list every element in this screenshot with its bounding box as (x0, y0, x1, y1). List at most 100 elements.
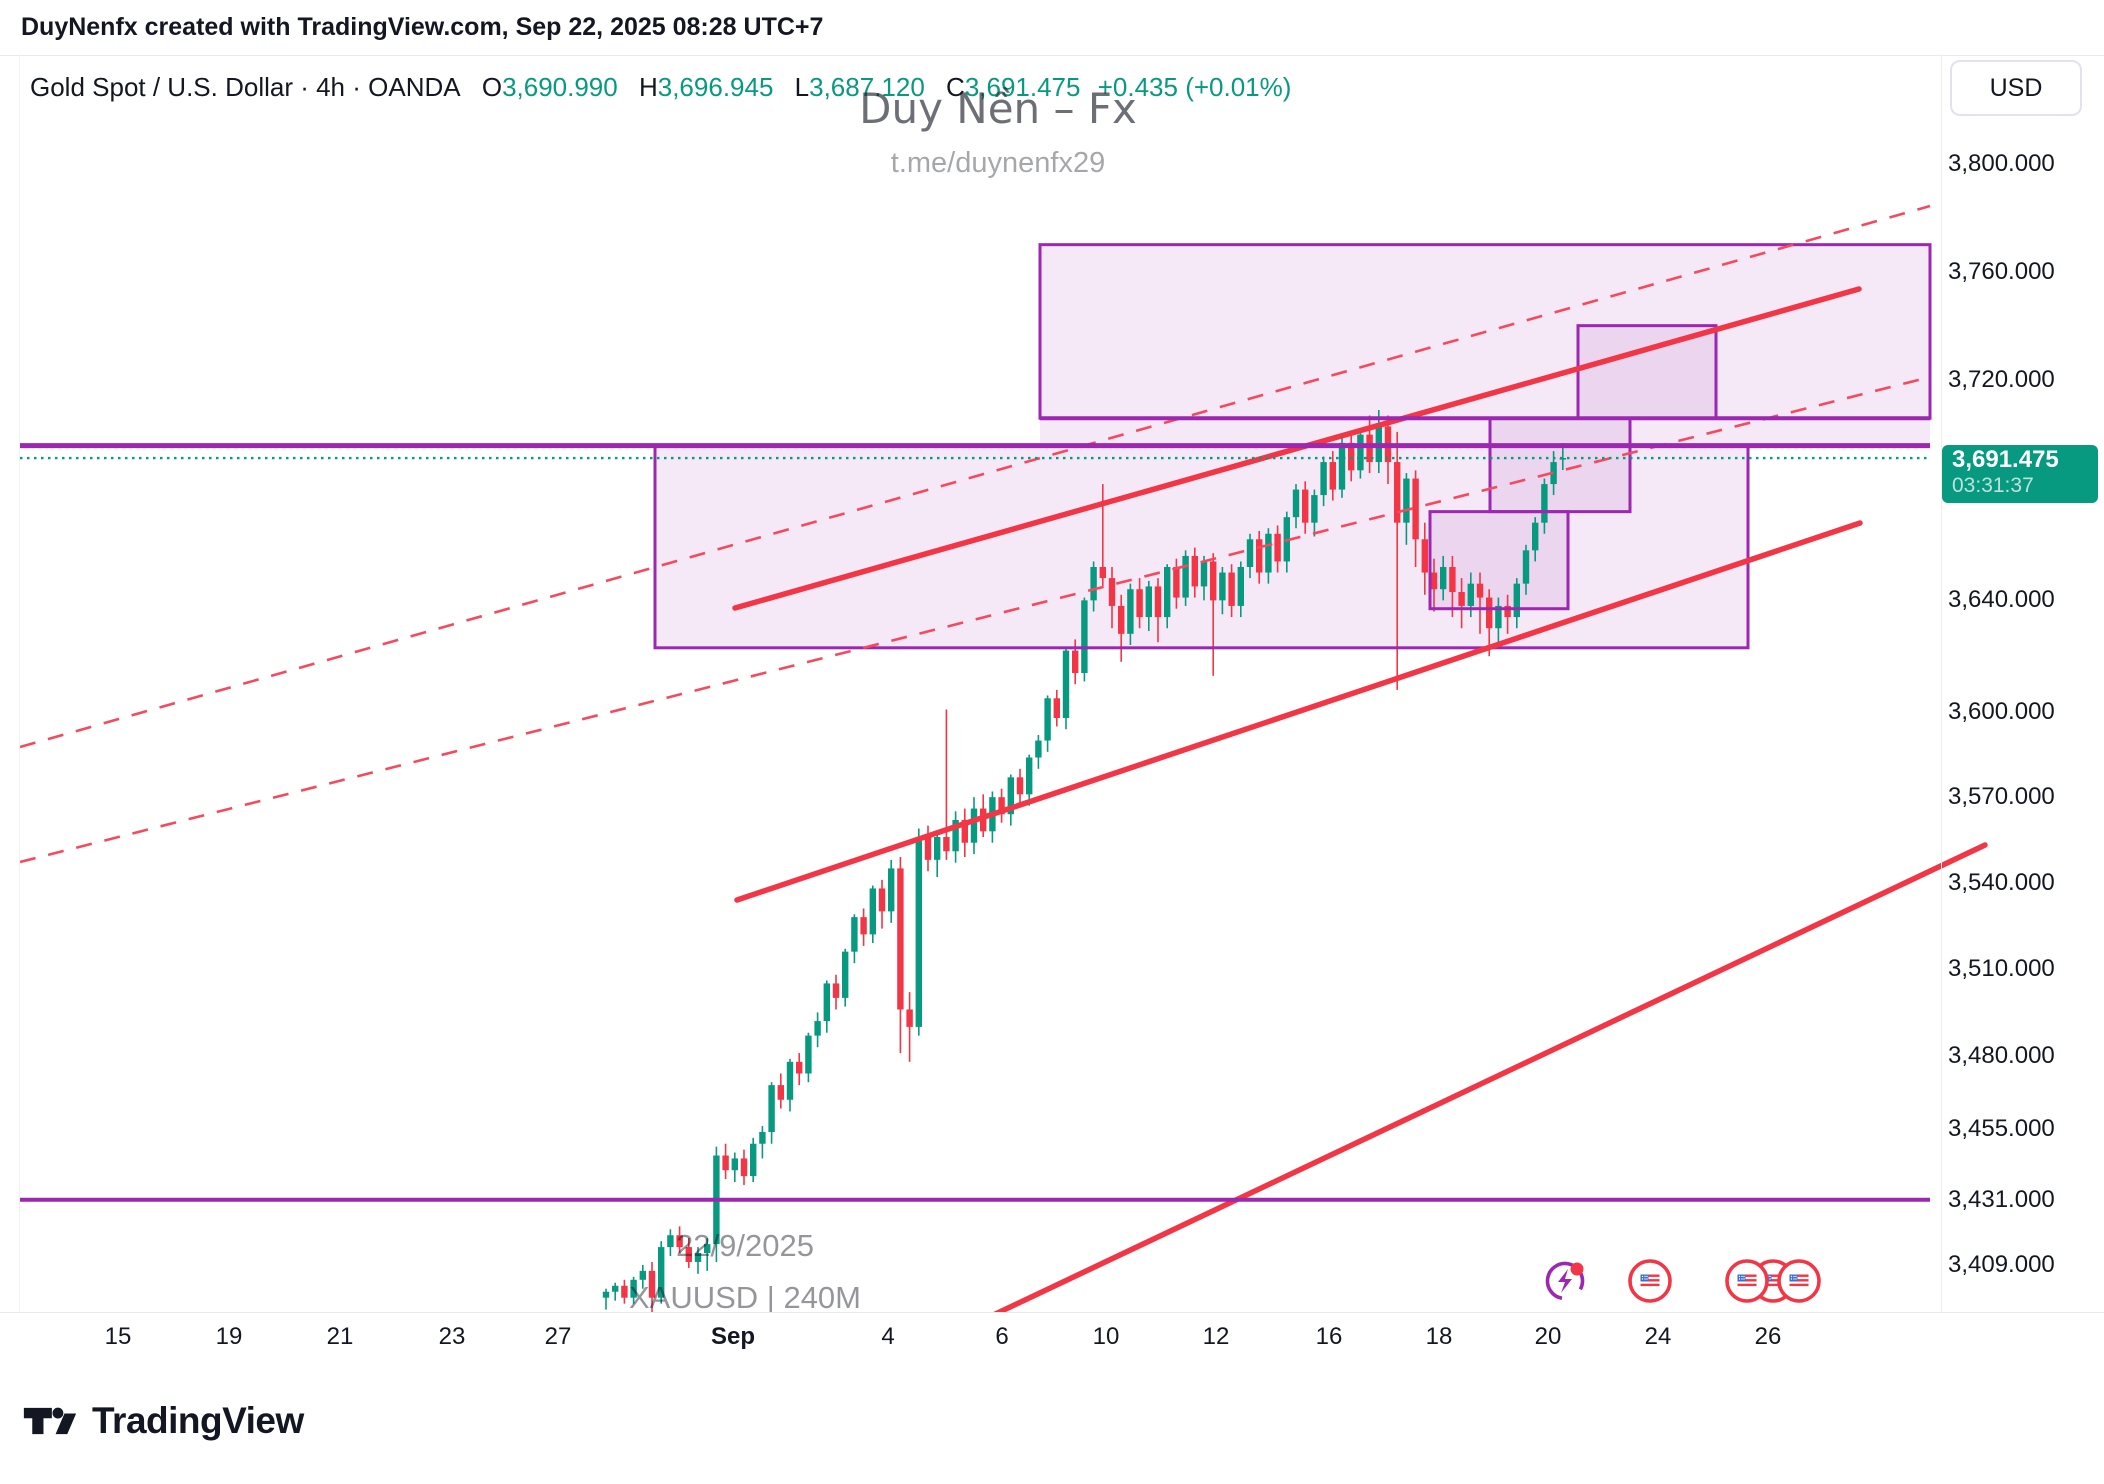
price-axis-label: 3,600.000 (1948, 698, 2055, 726)
us-flag-icon[interactable] (1725, 1259, 1769, 1303)
candle-body (1311, 495, 1318, 523)
candle-body (1513, 583, 1520, 618)
candle-body (648, 1270, 656, 1298)
time-axis-label: 20 (1534, 1323, 1562, 1350)
candle-body (1467, 583, 1474, 606)
us-flag-icon[interactable] (1628, 1259, 1672, 1303)
attribution-text: DuyNenfx created with TradingView.com, S… (21, 13, 824, 41)
candle-body (1532, 522, 1539, 551)
tradingview-logo-icon (23, 1407, 77, 1435)
candle-body (1265, 533, 1272, 573)
time-axis[interactable]: 15 19 21 23 27 Sep 4 6 10 12 16 18 20 24 26 (0, 1312, 2104, 1393)
candle-body (1366, 434, 1373, 463)
candle-body (1173, 566, 1180, 598)
price-axis-label: 3,455.000 (1948, 1115, 2055, 1143)
price-axis-label: 3,540.000 (1948, 868, 2055, 896)
time-axis-label: 18 (1425, 1323, 1453, 1350)
dashed-channel-lower (19, 375, 1931, 864)
candle-body (1302, 489, 1309, 523)
candle-body (639, 1270, 646, 1280)
price-axis-label: 3,720.000 (1948, 366, 2055, 393)
price-axis-label: 3,800.000 (1948, 150, 2055, 178)
candle-body (878, 888, 886, 912)
price-axis-label: 3,570.000 (1948, 783, 2055, 811)
pane-left-border (19, 55, 20, 1312)
candle-body (1237, 566, 1244, 606)
symbol-title[interactable]: Gold Spot / U.S. Dollar · 4h · OANDA (30, 72, 461, 102)
candle-body (842, 951, 849, 998)
candle-body (1357, 434, 1364, 471)
price-axis-label: 3,409.000 (1948, 1250, 2055, 1278)
candle-body (722, 1155, 729, 1171)
zone-step-lower-border (1428, 510, 1570, 611)
candle-body (934, 837, 941, 860)
close-label: C (946, 72, 965, 102)
candle-body (924, 837, 932, 860)
time-axis-label: 23 (438, 1323, 466, 1350)
candle-body (1127, 589, 1134, 634)
candle-body (869, 888, 876, 935)
symbol-legend: Gold Spot / U.S. Dollar · 4h · OANDA O 3,… (30, 72, 1291, 103)
candle-body (832, 983, 840, 998)
candle-body (731, 1158, 738, 1171)
last-price-label: 3,691.475 03:31:37 (1942, 445, 2098, 503)
time-axis-label: 24 (1644, 1323, 1672, 1350)
zone-step-upper-fill (1490, 418, 1630, 512)
candle-body (1090, 566, 1097, 601)
price-axis-border (1941, 55, 1942, 1312)
time-axis-label: 4 (881, 1323, 895, 1350)
candle-body (704, 1244, 711, 1254)
candle-body (777, 1085, 784, 1100)
attribution-bar: DuyNenfx created with TradingView.com, S… (0, 0, 2104, 56)
candle-body (1541, 484, 1548, 523)
candle-body (1403, 478, 1410, 523)
candle-body (943, 837, 950, 852)
channel-upper (732, 286, 1862, 611)
high-value: 3,696.945 (657, 72, 774, 102)
candle-body (1522, 550, 1530, 584)
candle-body (1486, 597, 1493, 629)
channel-lower (734, 520, 1863, 903)
candle-body (1338, 442, 1346, 490)
price-axis-label: 3,640.000 (1948, 586, 2055, 614)
price-axis-label: 3,510.000 (1948, 954, 2055, 982)
last-price-value: 3,691.475 (1952, 446, 2059, 473)
tradingview-logo[interactable]: TradingView (22, 1400, 304, 1442)
candle-body (667, 1235, 674, 1248)
candle-body (796, 1061, 803, 1074)
candle-body (805, 1035, 812, 1074)
candle-body (1099, 566, 1106, 579)
candle-body (694, 1253, 702, 1262)
candle-body (851, 917, 858, 952)
trend-support (927, 842, 1988, 1348)
open-label: O (481, 72, 503, 102)
candle-body (740, 1158, 748, 1177)
candle-body (1026, 757, 1033, 795)
candle-body (768, 1085, 775, 1132)
candle-body (1191, 555, 1198, 587)
candle-body (1449, 566, 1456, 593)
candle-body (952, 819, 959, 852)
flash-event-icon[interactable] (1545, 1261, 1586, 1302)
high-label: H (638, 72, 658, 102)
candle-body (1274, 533, 1281, 562)
time-axis-label: 21 (326, 1323, 354, 1350)
dashed-channel-upper (19, 204, 1931, 749)
candle-body (860, 917, 867, 935)
price-axis-label: 3,480.000 (1948, 1041, 2055, 1069)
candle-body (1256, 539, 1263, 573)
candle-body (1440, 566, 1447, 590)
candle-body (1062, 650, 1070, 718)
candle-body (1200, 561, 1208, 587)
candle-body (1081, 600, 1088, 674)
candle-body (1072, 650, 1079, 674)
us-flag-icon[interactable] (1777, 1259, 1821, 1303)
candle-body (1550, 462, 1557, 485)
consolidation-zone-fill (655, 445, 1748, 648)
currency-usd-button[interactable]: USD (1950, 60, 2082, 116)
price-axis-label: 3,431.000 (1948, 1185, 2055, 1213)
candle-body (1228, 572, 1235, 606)
